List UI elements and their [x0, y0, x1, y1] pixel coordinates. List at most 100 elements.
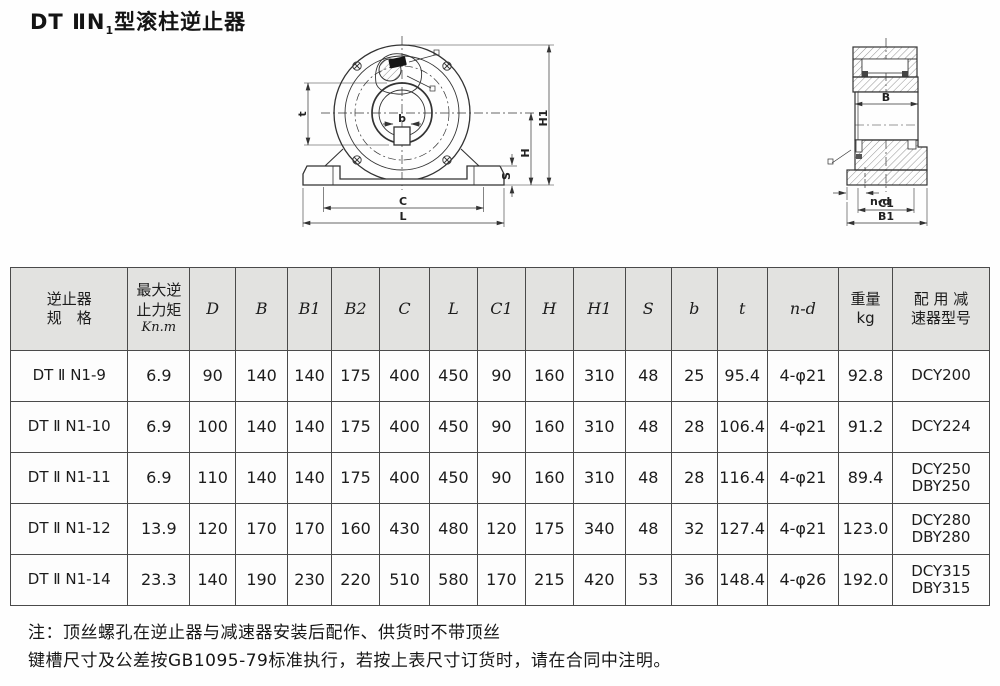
leader-line [831, 149, 852, 164]
dim-label-L: L [399, 210, 406, 223]
value-cell: 4-φ21 [766, 350, 840, 402]
col-header-C1: C1 [476, 267, 526, 351]
value-cell: 340 [572, 503, 626, 555]
value-cell: 430 [379, 503, 430, 555]
value-cell: 23.3 [127, 554, 191, 606]
value-cell: DCY200 [891, 350, 991, 402]
body [854, 91, 919, 141]
housing-side-left [324, 148, 344, 167]
col-header-torque: 最大逆 止力矩 Kn.m [127, 267, 191, 351]
value-cell: 160 [524, 350, 574, 402]
cam-pocket-outline [375, 53, 423, 95]
housing-bolts [352, 61, 452, 165]
value-cell: 48 [624, 452, 672, 504]
value-cell: 580 [428, 554, 478, 606]
value-cell: 127.4 [716, 503, 768, 555]
value-cell: 420 [572, 554, 626, 606]
dim-label-nd: n-d [870, 195, 890, 208]
col-header-b: b [670, 267, 718, 351]
title-model: DT ⅡN [30, 10, 106, 34]
value-cell: 48 [624, 401, 672, 453]
value-cell: 160 [524, 401, 574, 453]
value-cell: 170 [476, 554, 526, 606]
value-cell: 4-φ26 [766, 554, 840, 606]
col-header-n-d: n-d [766, 267, 840, 351]
value-cell: 400 [379, 401, 430, 453]
model-cell: DT Ⅱ N1-14 [9, 554, 129, 606]
value-cell: 400 [379, 452, 430, 504]
upper-flange [852, 76, 919, 93]
roller-window [861, 58, 909, 74]
value-cell: 450 [428, 401, 478, 453]
value-cell: 90 [476, 452, 526, 504]
value-cell: 91.2 [838, 401, 893, 453]
value-cell: 6.9 [127, 401, 191, 453]
value-cell: 110 [189, 452, 237, 504]
dim-label-H: H [519, 148, 532, 157]
value-cell: 140 [189, 554, 237, 606]
seal-right [902, 71, 908, 77]
page-title: DT ⅡN1型滚柱逆止器 [30, 6, 246, 37]
value-cell: 230 [287, 554, 333, 606]
col-header-H1: H1 [572, 267, 626, 351]
leader-line [406, 75, 432, 89]
value-cell: 310 [572, 350, 626, 402]
value-cell: 28 [670, 401, 718, 453]
dim-label-t: t [296, 111, 309, 116]
value-cell: 90 [476, 350, 526, 402]
value-cell: 175 [524, 503, 574, 555]
bolt-circle [354, 65, 450, 161]
dim-label-b: b [398, 112, 406, 125]
value-cell: 53 [624, 554, 672, 606]
value-cell: 175 [331, 350, 381, 402]
value-cell: 6.9 [127, 452, 191, 504]
value-cell: 120 [476, 503, 526, 555]
value-cell: 450 [428, 350, 478, 402]
note-line-2: 键槽尺寸及公差按GB1095-79标准执行，若按上表尺寸订货时，请在合同中注明。 [28, 651, 671, 672]
side-view-svg: B n-d C1 B1 [827, 38, 928, 226]
spring-block [388, 56, 407, 69]
col-header-D: D [189, 267, 237, 351]
col-header-C: C [379, 267, 430, 351]
base-outline [302, 165, 505, 186]
table-row-2: DT Ⅱ N1-10 6.9 100 140 140 175 400 450 90 160 310 4… [9, 401, 991, 453]
value-cell: 90 [476, 401, 526, 453]
value-cell: 148.4 [716, 554, 768, 606]
value-cell: 123.0 [838, 503, 893, 555]
value-cell: 36 [670, 554, 718, 606]
title-subscript: 1 [105, 24, 115, 38]
value-cell: 190 [235, 554, 289, 606]
callout-mark [429, 85, 436, 92]
front-view-drawing: b t C L S H H1 [283, 28, 573, 250]
callout-mark [827, 158, 834, 165]
value-cell: 310 [572, 452, 626, 504]
dim-label-C: C [399, 195, 407, 208]
value-cell: 48 [624, 350, 672, 402]
value-cell: 140 [235, 350, 289, 402]
value-cell: 160 [331, 503, 381, 555]
value-cell: 100 [189, 401, 237, 453]
col-header-B1: B1 [287, 267, 333, 351]
value-cell: 480 [428, 503, 478, 555]
col-header-t: t [716, 267, 768, 351]
value-cell: 4-φ21 [766, 452, 840, 504]
value-cell: 140 [287, 452, 333, 504]
col-header-S: S [624, 267, 672, 351]
col-header-weight: 重量 kg [838, 267, 893, 351]
value-cell: 192.0 [838, 554, 893, 606]
value-cell: 13.9 [127, 503, 191, 555]
value-cell: 90 [189, 350, 237, 402]
table-row-3: DT Ⅱ N1-11 6.9 110 140 140 175 400 450 90 160 310 4… [9, 452, 991, 504]
value-cell: 140 [287, 350, 333, 402]
value-cell: DCY250 DBY250 [891, 452, 991, 504]
side-view-drawing: B n-d C1 B1 [820, 30, 955, 240]
value-cell: 25 [670, 350, 718, 402]
value-cell: 48 [624, 503, 672, 555]
housing-ring [344, 55, 460, 171]
model-cell: DT Ⅱ N1-9 [9, 350, 129, 402]
value-cell: 140 [235, 401, 289, 453]
table-row-4: DT Ⅱ N1-12 13.9 120 170 170 160 430 480 120 175 34… [9, 503, 991, 555]
title-type-text: 型滚柱逆止器 [114, 10, 247, 34]
